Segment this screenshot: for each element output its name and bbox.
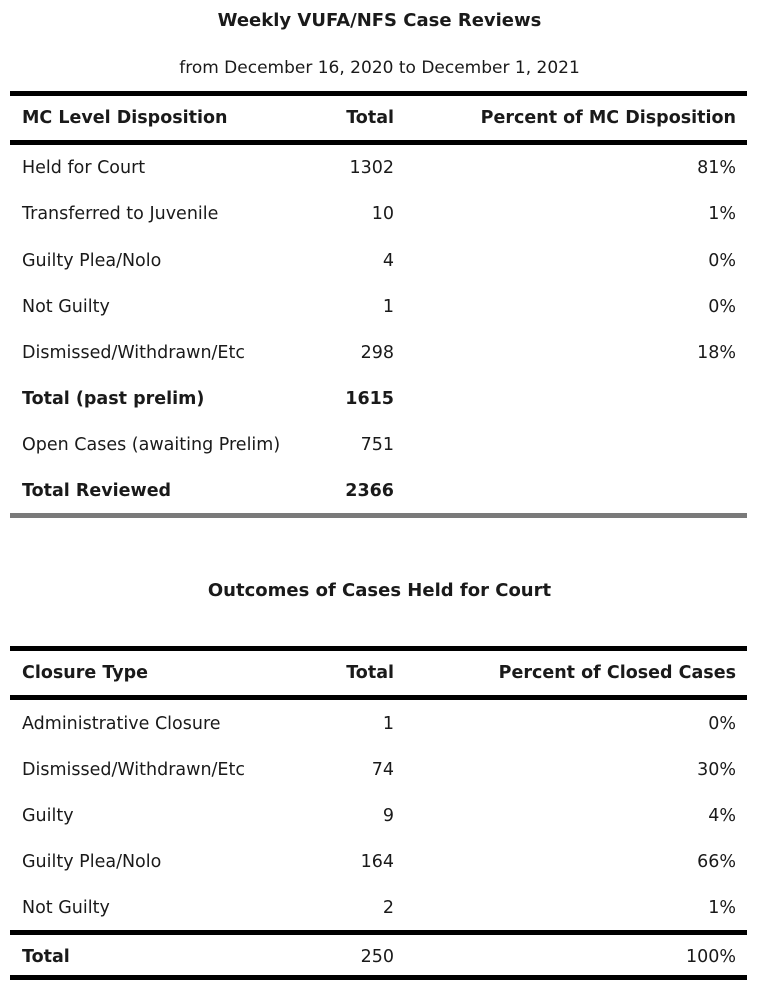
row-percent: 18% [697,343,736,363]
row-total: 4 [382,251,394,271]
row-label: Administrative Closure [22,714,221,734]
row-total: 1615 [345,389,394,409]
table-row: Open Cases (awaiting Prelim) 751 [10,430,747,460]
table-row: Administrative Closure 1 0% [10,709,747,739]
header-rule [10,140,747,145]
row-total: 74 [371,760,394,780]
header-total: Total [346,108,394,128]
row-percent: 81% [697,158,736,178]
report-subtitle: from December 16, 2020 to December 1, 20… [179,58,580,78]
row-percent: 30% [697,760,736,780]
row-total: 1302 [349,158,394,178]
table-row: Total Reviewed 2366 [10,476,747,506]
row-label: Guilty [22,806,74,826]
row-label: Dismissed/Withdrawn/Etc [22,760,245,780]
table-total-row: Total 250 100% [10,942,747,972]
row-percent: 66% [697,852,736,872]
mc-disposition-table: MC Level Disposition Total Percent of MC… [10,0,747,991]
row-label: Transferred to Juvenile [22,204,219,224]
row-label: Total Reviewed [22,481,172,501]
header-disposition: MC Level Disposition [22,108,228,128]
row-percent: 1% [708,898,736,918]
row-label: Open Cases (awaiting Prelim) [22,435,281,455]
table-top-rule [10,646,747,651]
row-total: 298 [360,343,394,363]
table-row: Dismissed/Withdrawn/Etc 74 30% [10,755,747,785]
header-percent: Percent of MC Disposition [480,108,736,128]
row-total: 2366 [345,481,394,501]
total-percent: 100% [685,947,736,967]
table-row: Not Guilty 1 0% [10,292,747,322]
row-label: Not Guilty [22,898,110,918]
row-total: 751 [360,435,394,455]
row-percent: 0% [708,251,736,271]
row-percent: 0% [708,297,736,317]
row-label: Not Guilty [22,297,110,317]
row-label: Total (past prelim) [22,389,205,409]
table-row: Dismissed/Withdrawn/Etc 298 18% [10,338,747,368]
header-closure-type: Closure Type [22,663,148,683]
header-rule [10,695,747,700]
row-total: 9 [382,806,394,826]
table-bottom-rule [10,975,747,980]
table-row: Held for Court 1302 81% [10,153,747,183]
row-label: Guilty Plea/Nolo [22,251,162,271]
row-label: Dismissed/Withdrawn/Etc [22,343,245,363]
row-total: 1 [382,297,394,317]
table-row: Transferred to Juvenile 10 1% [10,199,747,229]
table-header-row: MC Level Disposition Total Percent of MC… [10,103,747,133]
row-total: 2 [382,898,394,918]
row-total: 10 [371,204,394,224]
table-row: Guilty Plea/Nolo 164 66% [10,847,747,877]
table-row: Total (past prelim) 1615 [10,384,747,414]
table-row: Guilty 9 4% [10,801,747,831]
closure-outcomes-table: Closure Type Total Percent of Closed Cas… [10,0,747,991]
report-title: Weekly VUFA/NFS Case Reviews [217,10,542,31]
row-total: 164 [360,852,394,872]
total-label: Total [22,947,70,967]
table-bottom-rule [10,513,747,518]
table-row: Guilty Plea/Nolo 4 0% [10,246,747,276]
total-value: 250 [360,947,394,967]
table2-title: Outcomes of Cases Held for Court [207,580,552,601]
row-label: Held for Court [22,158,146,178]
header-percent: Percent of Closed Cases [498,663,736,683]
table-header-row: Closure Type Total Percent of Closed Cas… [10,658,747,688]
table-row: Not Guilty 2 1% [10,893,747,923]
total-rule [10,930,747,935]
row-percent: 4% [708,806,736,826]
table-top-rule [10,91,747,96]
row-total: 1 [382,714,394,734]
row-label: Guilty Plea/Nolo [22,852,162,872]
row-percent: 1% [708,204,736,224]
row-percent: 0% [708,714,736,734]
header-total: Total [346,663,394,683]
